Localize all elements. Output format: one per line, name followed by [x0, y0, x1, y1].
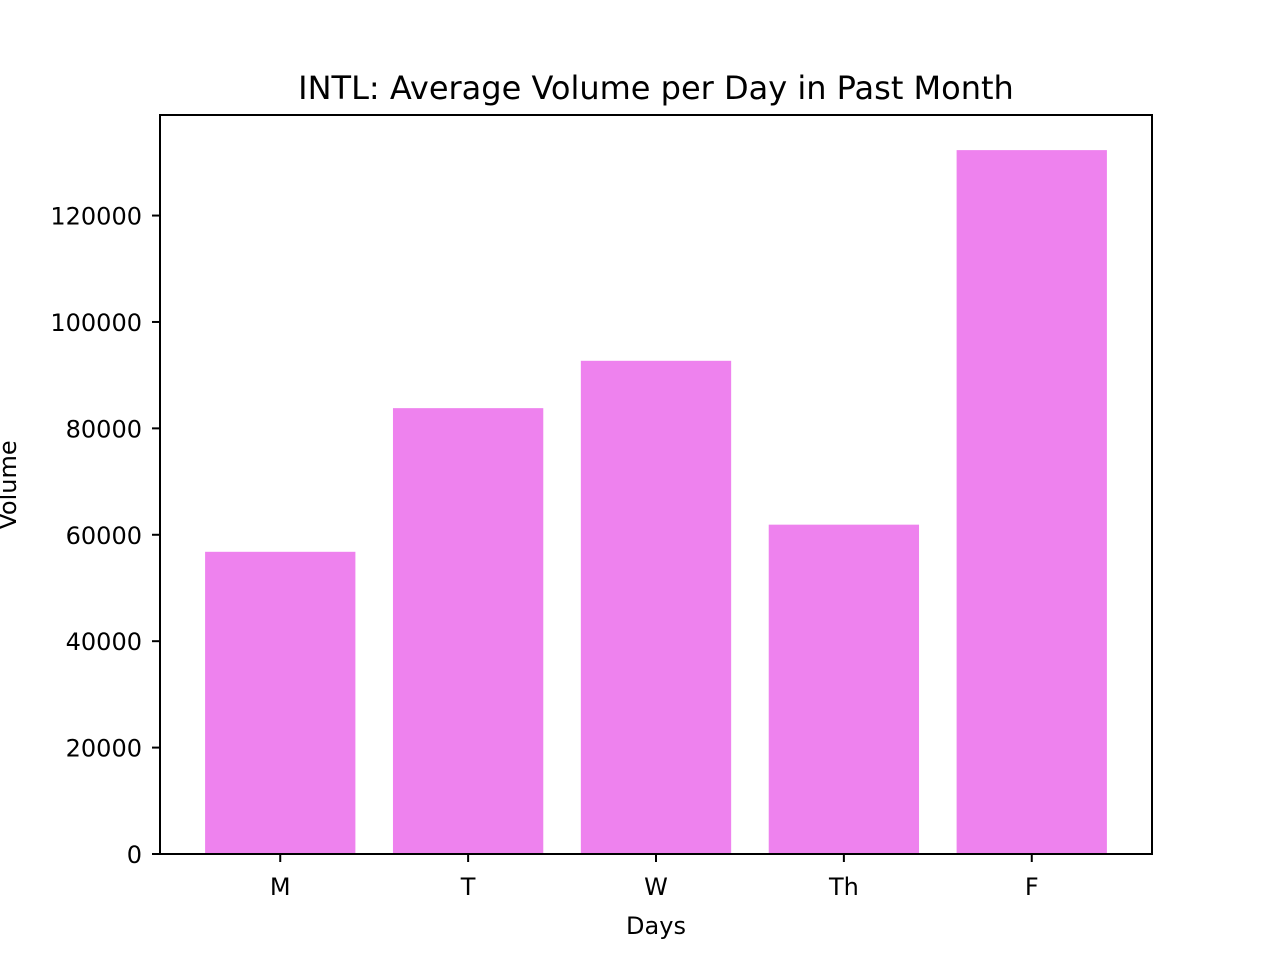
bar-w: [580, 360, 732, 854]
bar-f: [956, 150, 1107, 854]
x-tick-label: M: [270, 873, 291, 901]
bar-th: [768, 524, 920, 854]
chart-title: INTL: Average Volume per Day in Past Mon…: [298, 69, 1014, 107]
x-tick-label: W: [644, 873, 668, 901]
bar-m: [205, 551, 356, 854]
y-tick-label: 60000: [66, 522, 142, 550]
y-axis-label: Volume: [0, 440, 22, 529]
y-tick-label: 80000: [66, 415, 142, 443]
x-tick-label: T: [460, 873, 476, 901]
y-axis-ticks: 0 20000 40000 60000 80000 100000 120000: [50, 203, 160, 869]
x-tick-label: Th: [828, 873, 859, 901]
y-tick-label: 20000: [66, 735, 142, 763]
y-tick-label: 120000: [50, 203, 142, 231]
x-axis-label: Days: [626, 912, 686, 940]
y-tick-label: 0: [127, 841, 142, 869]
x-axis-ticks: M T W Th F: [270, 854, 1039, 901]
x-tick-label: F: [1025, 873, 1039, 901]
bars-group: [205, 150, 1107, 854]
bar-t: [392, 408, 544, 854]
y-tick-label: 100000: [50, 309, 142, 337]
y-tick-label: 40000: [66, 628, 142, 656]
